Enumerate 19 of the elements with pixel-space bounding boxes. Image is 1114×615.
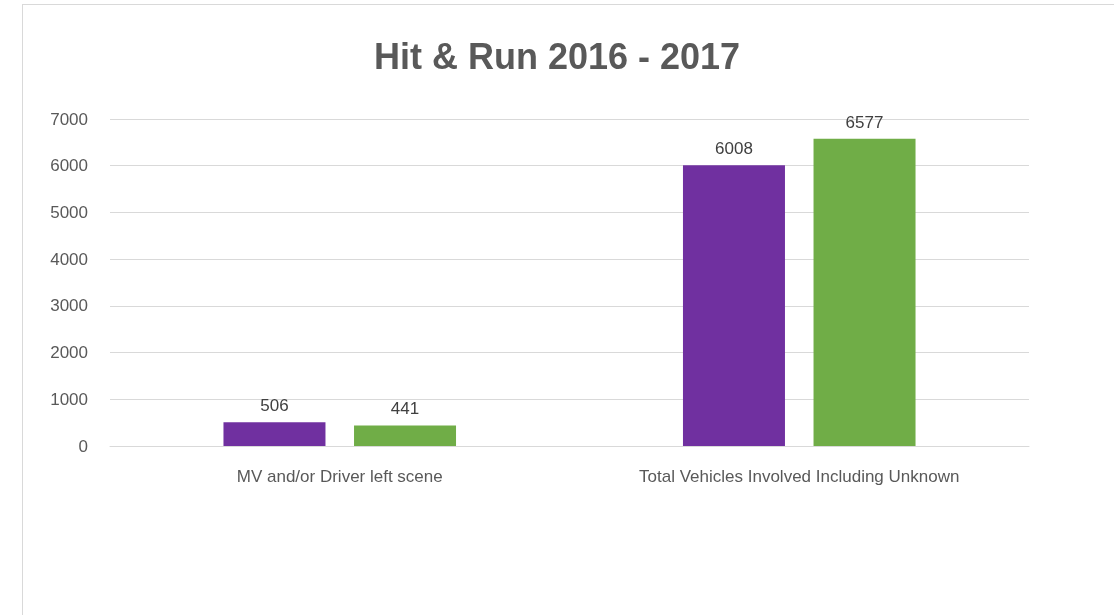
y-tick-label: 2000 <box>50 343 88 363</box>
bar <box>813 138 916 446</box>
bar <box>354 425 457 446</box>
x-tick-label: MV and/or Driver left scene <box>236 467 443 486</box>
data-label: 6577 <box>845 112 884 132</box>
data-label: 441 <box>390 399 420 419</box>
y-tick-label: 1000 <box>50 389 88 409</box>
bar <box>223 422 326 446</box>
x-tick-label: Total Vehicles Involved Including Unknown <box>639 467 960 486</box>
data-label: 506 <box>260 396 289 416</box>
data-label: 6008 <box>715 139 753 159</box>
y-tick-label: 5000 <box>50 202 88 222</box>
y-tick-label: 6000 <box>50 156 88 176</box>
y-tick-label: 3000 <box>50 296 88 316</box>
y-tick-label: 0 <box>78 436 88 456</box>
bar <box>682 165 785 446</box>
y-tick-label: 4000 <box>50 249 88 269</box>
y-tick-label: 7000 <box>50 109 88 129</box>
chart-title: Hit & Run 2016 - 2017 <box>373 35 741 77</box>
